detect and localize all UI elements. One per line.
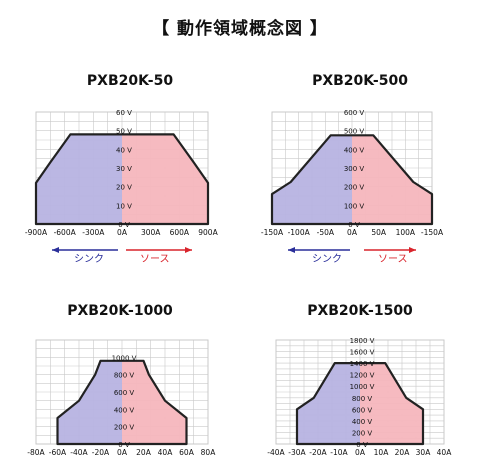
x-tick-label: 0A bbox=[117, 228, 128, 237]
y-tick-label: 1000 V bbox=[350, 383, 375, 391]
y-tick-label: 600 V bbox=[344, 109, 365, 117]
x-tick-label: 300A bbox=[141, 228, 161, 237]
y-tick-label: 100 V bbox=[344, 202, 365, 210]
y-tick-label: 10 V bbox=[116, 202, 132, 210]
x-tick-label: -20A bbox=[92, 448, 110, 457]
x-tick-label: 60A bbox=[179, 448, 195, 457]
source-region bbox=[122, 360, 187, 444]
x-tick-label: 40A bbox=[158, 448, 174, 457]
x-tick-label: 80A bbox=[201, 448, 217, 457]
x-tick-label: -600A bbox=[54, 228, 77, 237]
x-tick-label: 20A bbox=[136, 448, 152, 457]
y-tick-label: 30 V bbox=[116, 165, 132, 173]
sink-arrow-head bbox=[288, 247, 295, 253]
y-tick-label: 400 V bbox=[344, 146, 365, 154]
chart-title-pxb20k-500: PXB20K-500 bbox=[312, 73, 408, 89]
y-tick-label: 0 V bbox=[118, 221, 130, 229]
operating-area-outline bbox=[34, 133, 210, 226]
chart-title-pxb20k-50: PXB20K-50 bbox=[86, 73, 174, 89]
x-tick-label: -20A bbox=[309, 448, 327, 457]
x-tick-label: 40A bbox=[437, 448, 453, 457]
x-tick-label: 50A bbox=[371, 228, 387, 237]
sink-label-2: シンク bbox=[312, 254, 342, 265]
x-tick-label: -80A bbox=[27, 448, 45, 457]
y-tick-label: 800 V bbox=[352, 395, 373, 403]
x-tick-label: -50A bbox=[317, 228, 335, 237]
source-region bbox=[122, 134, 208, 224]
y-tick-label: 1800 V bbox=[350, 337, 375, 345]
x-tick-label: -300A bbox=[82, 228, 105, 237]
x-tick-label: 10A bbox=[374, 448, 390, 457]
sink-arrow-head bbox=[52, 247, 59, 253]
y-tick-label: 400 V bbox=[352, 418, 373, 426]
x-tick-label: -40A bbox=[267, 448, 285, 457]
y-tick-label: 400 V bbox=[114, 406, 135, 414]
x-tick-label: -100A bbox=[288, 228, 311, 237]
source-arrow-head bbox=[185, 247, 192, 253]
y-tick-label: 500 V bbox=[344, 128, 365, 136]
x-tick-label: 900A bbox=[198, 228, 218, 237]
y-tick-label: 50 V bbox=[116, 128, 132, 136]
x-tick-label: -10A bbox=[330, 448, 348, 457]
source-region bbox=[352, 135, 432, 224]
x-tick-label: 0A bbox=[355, 448, 366, 457]
x-tick-label: 20A bbox=[395, 448, 411, 457]
y-tick-label: 800 V bbox=[114, 372, 135, 380]
sink-region bbox=[57, 360, 122, 444]
x-tick-label: -150A bbox=[261, 228, 284, 237]
y-tick-label: 40 V bbox=[116, 146, 132, 154]
sink-region bbox=[36, 134, 122, 224]
y-tick-label: 200 V bbox=[114, 424, 135, 432]
operating-area-outline bbox=[56, 359, 188, 446]
sink-region bbox=[297, 363, 360, 444]
y-tick-label: 600 V bbox=[114, 389, 135, 397]
x-tick-label: -60A bbox=[49, 448, 67, 457]
y-tick-label: 1400 V bbox=[350, 360, 375, 368]
source-label-2: ソース bbox=[378, 254, 408, 265]
x-tick-label: 100A bbox=[396, 228, 416, 237]
y-tick-label: 0 V bbox=[348, 221, 360, 229]
chart-title-pxb20k-1000: PXB20K-1000 bbox=[67, 303, 173, 319]
y-tick-label: 0 V bbox=[356, 441, 368, 449]
x-tick-label: 30A bbox=[416, 448, 432, 457]
y-tick-label: 60 V bbox=[116, 109, 132, 117]
sink-label-1: シンク bbox=[74, 254, 104, 265]
y-tick-label: 200 V bbox=[352, 429, 373, 437]
source-label-1: ソース bbox=[140, 254, 170, 265]
source-region bbox=[360, 363, 423, 444]
y-tick-label: 200 V bbox=[344, 184, 365, 192]
chart-title-pxb20k-1500: PXB20K-1500 bbox=[307, 303, 413, 319]
page-title: 【 動作領域概念図 】 bbox=[152, 19, 328, 39]
y-tick-label: 0 V bbox=[118, 441, 130, 449]
y-tick-label: 20 V bbox=[116, 184, 132, 192]
y-tick-label: 1600 V bbox=[350, 349, 375, 357]
source-arrow-head bbox=[409, 247, 416, 253]
x-tick-label: -40A bbox=[70, 448, 88, 457]
x-tick-label: 0A bbox=[117, 448, 128, 457]
x-tick-label: -30A bbox=[288, 448, 306, 457]
x-tick-label: 600A bbox=[170, 228, 190, 237]
y-tick-label: 600 V bbox=[352, 406, 373, 414]
operating-area-outline bbox=[270, 134, 434, 226]
x-tick-label: -150A bbox=[421, 228, 444, 237]
y-tick-label: 1200 V bbox=[350, 372, 375, 380]
y-tick-label: 1000 V bbox=[112, 354, 137, 362]
x-tick-label: -900A bbox=[25, 228, 48, 237]
y-tick-label: 300 V bbox=[344, 165, 365, 173]
operating-area-outline bbox=[295, 362, 425, 446]
sink-region bbox=[272, 135, 352, 224]
x-tick-label: 0A bbox=[347, 228, 358, 237]
